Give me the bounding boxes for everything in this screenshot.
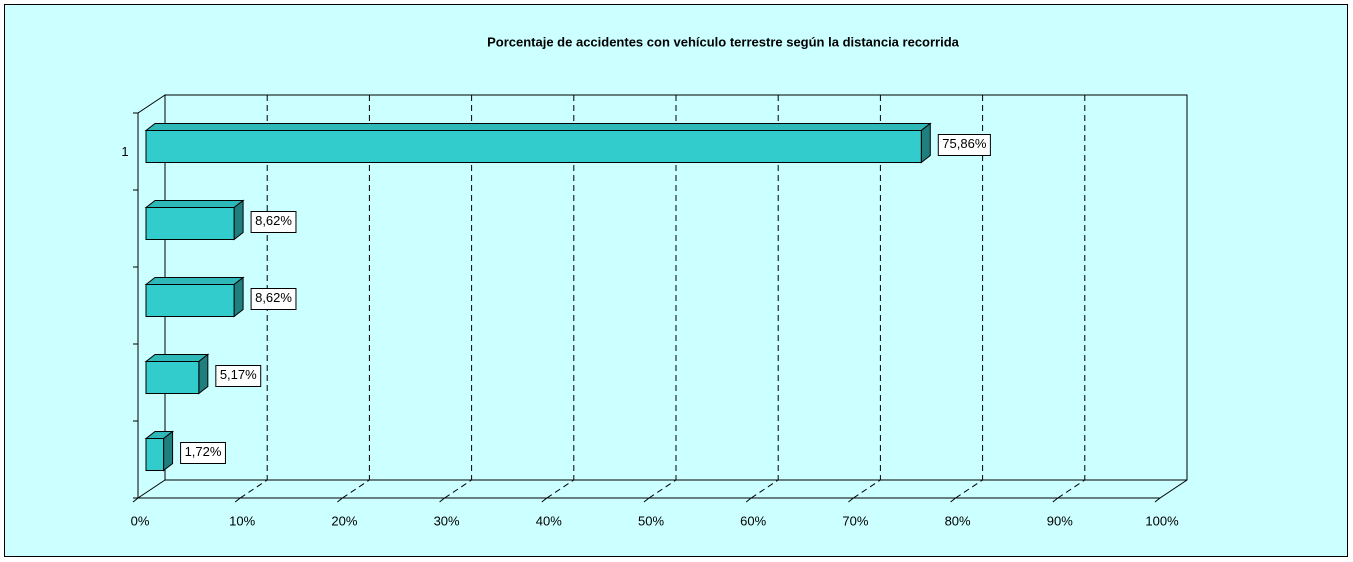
bar-front: [145, 361, 200, 394]
data-label: 8,62%: [255, 290, 292, 305]
data-label-box: [180, 442, 226, 464]
grid-line: [444, 479, 472, 499]
data-label-box: [215, 365, 262, 387]
x-tick-label: 50%: [638, 513, 664, 528]
x-tick: [1052, 497, 1059, 503]
x-tick: [745, 497, 752, 503]
grid-line: [750, 479, 779, 499]
bar: [144, 122, 932, 164]
data-label-box: [250, 211, 297, 233]
bar-top: [144, 123, 932, 131]
bar-side: [920, 122, 931, 164]
bar: [144, 430, 175, 472]
x-tick-label: 60%: [740, 513, 766, 528]
x-tick: [439, 497, 445, 503]
x-tick: [848, 497, 854, 503]
bar-front: [145, 438, 165, 471]
x-tick: [643, 497, 650, 503]
grid-line: [546, 479, 575, 499]
x-tick-label: 80%: [945, 513, 971, 528]
x-tick: [950, 497, 956, 503]
bar-top: [144, 200, 245, 208]
bar-side: [198, 353, 209, 395]
x-tick: [234, 497, 241, 503]
bar: [144, 199, 245, 241]
bar-top: [144, 354, 210, 362]
x-tick-label: 0%: [131, 513, 150, 528]
x-tick-label: 100%: [1145, 513, 1179, 528]
grid-line: [239, 479, 268, 499]
bar-front: [145, 207, 235, 240]
x-tick: [132, 497, 139, 503]
data-label: 1,72%: [185, 444, 222, 459]
x-tick-label: 40%: [536, 513, 562, 528]
bar: [144, 276, 245, 318]
data-label: 5,17%: [220, 367, 257, 382]
x-tick-label: 20%: [331, 513, 357, 528]
x-tick-label: 90%: [1047, 513, 1073, 528]
x-tick-label: 70%: [842, 513, 868, 528]
x-tick-label: 10%: [229, 513, 255, 528]
chart-title: Porcentaje de accidentes con vehículo te…: [487, 34, 960, 49]
x-tick: [337, 497, 343, 503]
grid-line: [955, 479, 983, 499]
grid-line: [853, 479, 881, 499]
x-tick: [541, 497, 548, 503]
grid-line: [342, 479, 370, 499]
x-tick: [1154, 497, 1161, 503]
bar-side: [163, 430, 174, 472]
grid-line: [1057, 479, 1086, 499]
bar-side: [233, 276, 244, 318]
bar-front: [145, 284, 235, 317]
bar-top: [144, 277, 245, 285]
data-label: 8,62%: [255, 213, 292, 228]
bar-side: [233, 199, 244, 241]
grid-line: [648, 479, 677, 499]
x-tick-label: 30%: [434, 513, 460, 528]
y-tick-label: 1: [121, 144, 128, 159]
data-label: 75,86%: [942, 136, 987, 151]
data-label-box: [250, 288, 297, 310]
bar: [144, 353, 210, 395]
bar-front: [145, 130, 922, 163]
data-label-box: [937, 134, 991, 156]
